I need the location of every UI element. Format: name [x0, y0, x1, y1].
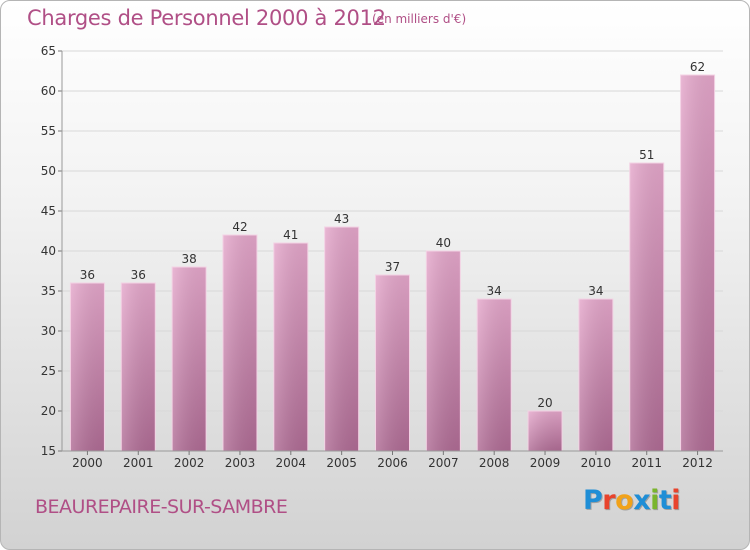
x-tick-label: 2011	[631, 456, 662, 470]
y-tick-label: 55	[41, 124, 56, 138]
x-tick-label: 2012	[682, 456, 713, 470]
x-tick-label: 2001	[123, 456, 154, 470]
labels: 36 2000 36 2001 38 2002 42 2003 41 2004 43 2005 37 20…	[72, 60, 713, 470]
bar-highlight	[375, 274, 410, 452]
logo-letter: x	[633, 485, 651, 516]
bar-highlight	[222, 234, 258, 452]
logo-letter: o	[615, 485, 634, 516]
y-tick-label: 25	[41, 364, 56, 378]
y-tick-label: 20	[41, 404, 56, 418]
bar-highlight	[324, 226, 360, 452]
unit-note: (en milliers d'€)	[372, 12, 467, 26]
x-tick-label: 2006	[377, 456, 408, 470]
location-name: BEAUREPAIRE-SUR-SAMBRE	[35, 496, 288, 518]
x-tick-label: 2008	[479, 456, 510, 470]
y-tick-label: 50	[41, 164, 56, 178]
bar-value-label: 34	[588, 284, 603, 298]
proxiti-logo[interactable]: Proxiti	[583, 485, 681, 516]
bar-value-label: 41	[283, 228, 298, 242]
bar-value-label: 34	[487, 284, 502, 298]
bar-value-label: 62	[690, 60, 705, 74]
bar-value-label: 38	[181, 252, 196, 266]
x-tick-label: 2005	[326, 456, 357, 470]
x-tick-label: 2010	[581, 456, 612, 470]
bars	[69, 74, 716, 452]
x-tick-label: 2000	[72, 456, 103, 470]
logo-letter: t	[658, 485, 672, 516]
y-tick-label: 15	[41, 444, 56, 458]
x-tick-label: 2009	[530, 456, 561, 470]
logo-letter: r	[602, 485, 616, 516]
bar-value-label: 37	[385, 260, 400, 274]
x-tick-label: 2002	[174, 456, 205, 470]
x-tick-label: 2007	[428, 456, 459, 470]
bar-value-label: 40	[436, 236, 451, 250]
bar-value-label: 51	[639, 148, 654, 162]
y-tick-label: 30	[41, 324, 56, 338]
bar-value-label: 42	[232, 220, 247, 234]
bar-highlight	[425, 250, 461, 452]
bar-value-label: 43	[334, 212, 349, 226]
bar-highlight	[527, 410, 563, 452]
bar-value-label: 36	[131, 268, 146, 282]
bar-highlight	[578, 298, 614, 452]
x-tick-label: 2004	[276, 456, 307, 470]
y-tick-label: 65	[41, 44, 56, 58]
bar-highlight	[476, 298, 512, 452]
y-tick-label: 60	[41, 84, 56, 98]
y-tick-label: 40	[41, 244, 56, 258]
logo-letter: P	[583, 485, 603, 516]
axes: 15 20 25 30 35 40 45 50 55 60 65	[41, 44, 723, 458]
chart-title: Charges de Personnel 2000 à 2012	[27, 6, 386, 30]
y-tick-label: 35	[41, 284, 56, 298]
logo-letter: i	[671, 485, 681, 516]
bar-highlight	[171, 266, 207, 452]
bar-highlight	[680, 74, 716, 452]
bar-value-label: 20	[537, 396, 552, 410]
y-tick-label: 45	[41, 204, 56, 218]
x-tick-label: 2003	[225, 456, 256, 470]
bar-highlight	[629, 162, 665, 452]
bar-highlight	[120, 282, 156, 452]
bar-value-label: 36	[80, 268, 95, 282]
bar-highlight	[273, 242, 309, 452]
bar-highlight	[69, 282, 105, 452]
logo-letter: i	[650, 485, 659, 516]
